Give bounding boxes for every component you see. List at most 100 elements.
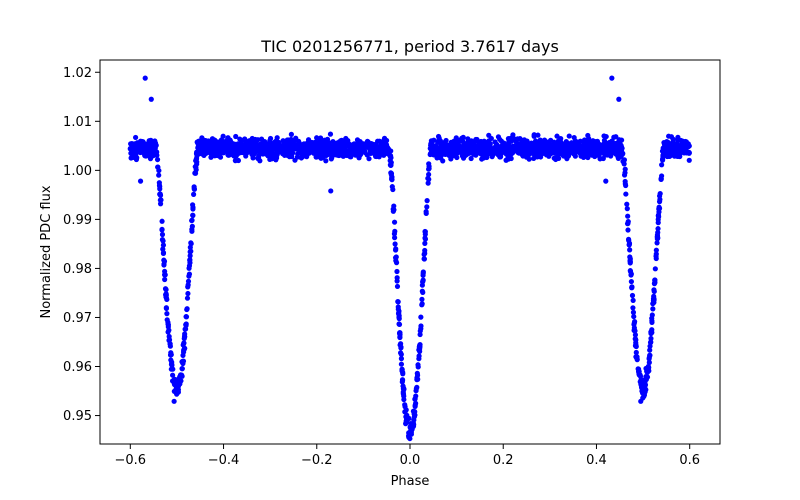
data-point xyxy=(408,431,414,437)
data-point xyxy=(403,421,409,427)
data-point xyxy=(580,148,586,154)
data-point xyxy=(473,152,479,158)
data-point xyxy=(466,150,473,156)
data-point xyxy=(548,137,554,143)
data-point xyxy=(305,140,311,146)
data-point xyxy=(551,147,557,153)
data-point xyxy=(422,236,429,242)
data-point xyxy=(596,153,602,159)
data-point xyxy=(564,156,570,162)
data-point xyxy=(417,331,423,338)
data-point xyxy=(163,287,169,293)
data-point xyxy=(298,142,305,148)
data-point xyxy=(616,96,622,102)
data-point xyxy=(426,163,432,169)
data-point xyxy=(154,156,161,163)
data-point xyxy=(523,146,529,152)
data-point xyxy=(684,150,690,156)
data-point xyxy=(460,155,467,161)
data-point xyxy=(369,147,375,154)
data-point xyxy=(162,276,168,283)
data-point xyxy=(315,145,321,151)
data-point xyxy=(653,251,659,257)
data-point xyxy=(204,148,210,154)
data-point xyxy=(426,171,432,178)
x-tick-label: −0.4 xyxy=(208,453,240,468)
data-point xyxy=(171,379,177,385)
data-point xyxy=(526,156,532,162)
data-point xyxy=(199,151,205,157)
data-point xyxy=(419,288,425,294)
data-point xyxy=(656,204,662,210)
data-point xyxy=(434,155,440,161)
data-point xyxy=(629,292,636,299)
data-point xyxy=(391,219,398,225)
data-point xyxy=(336,147,342,153)
data-point xyxy=(658,175,664,182)
data-point xyxy=(643,376,649,383)
data-point xyxy=(398,356,405,362)
data-point xyxy=(623,182,629,189)
data-point xyxy=(489,154,495,160)
data-point xyxy=(232,149,238,155)
data-point xyxy=(558,135,564,142)
data-point xyxy=(231,141,238,147)
data-point xyxy=(523,150,529,156)
data-point xyxy=(647,340,654,346)
data-point xyxy=(621,172,628,178)
data-point xyxy=(168,352,174,358)
data-point xyxy=(560,151,566,158)
data-point xyxy=(426,176,432,182)
data-point xyxy=(177,381,183,387)
data-point xyxy=(492,139,498,145)
data-point xyxy=(299,148,305,154)
data-point xyxy=(611,134,617,140)
data-point xyxy=(419,301,425,307)
data-point xyxy=(554,133,560,139)
data-point xyxy=(166,327,172,333)
data-point xyxy=(609,75,615,81)
data-point xyxy=(239,145,245,151)
data-point xyxy=(630,309,637,315)
data-point xyxy=(465,137,471,143)
data-point xyxy=(632,328,638,334)
data-point xyxy=(258,145,265,152)
data-point xyxy=(396,321,403,328)
data-point xyxy=(160,242,167,248)
data-point xyxy=(388,161,394,167)
data-point xyxy=(272,145,278,151)
data-point xyxy=(624,201,630,207)
data-point xyxy=(680,140,686,146)
data-point xyxy=(166,333,172,340)
data-point xyxy=(420,270,426,277)
data-point xyxy=(627,259,633,265)
data-point xyxy=(392,235,398,241)
data-point xyxy=(263,147,269,154)
data-point xyxy=(402,402,408,408)
data-point xyxy=(398,361,405,367)
data-point xyxy=(647,352,653,358)
data-point xyxy=(533,139,539,146)
data-point xyxy=(152,149,158,155)
data-point xyxy=(628,278,634,285)
y-tick-label: 0.99 xyxy=(63,213,92,228)
data-point xyxy=(324,136,331,142)
data-point xyxy=(189,223,195,229)
data-point xyxy=(184,295,191,301)
data-point xyxy=(484,154,490,161)
data-point xyxy=(449,153,455,159)
data-point xyxy=(517,136,523,142)
data-point xyxy=(604,152,610,158)
data-point xyxy=(189,228,195,234)
data-point xyxy=(182,326,188,332)
data-point xyxy=(416,356,422,362)
data-point xyxy=(157,201,164,207)
data-point xyxy=(479,156,485,162)
x-axis-ticks: −0.6 −0.4 −0.2 0.0 0.2 0.4 0.6 xyxy=(115,444,700,468)
data-point xyxy=(533,149,540,156)
data-point xyxy=(441,140,447,146)
data-point xyxy=(388,148,394,154)
data-point xyxy=(505,145,512,151)
data-point xyxy=(391,203,397,209)
data-point xyxy=(142,150,148,156)
